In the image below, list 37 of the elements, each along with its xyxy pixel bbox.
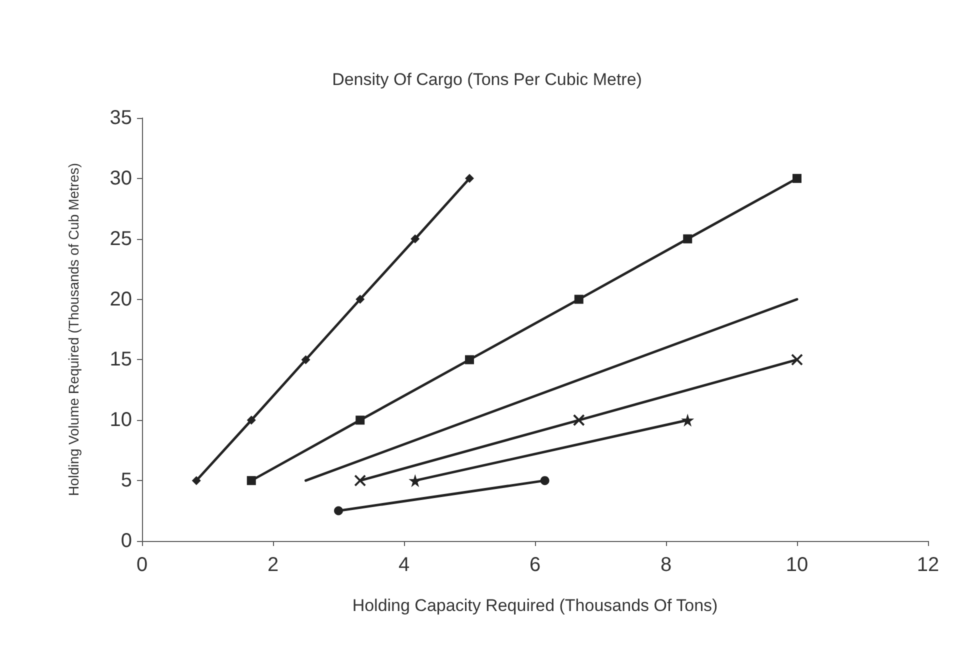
point [681, 414, 694, 427]
point [540, 476, 550, 486]
y-tick-label: 25 [110, 228, 132, 250]
x-tick-label: 8 [660, 554, 672, 576]
x-tick-label: 12 [916, 554, 940, 576]
x-tick-label: 10 [786, 554, 808, 576]
point [356, 416, 365, 425]
x-axis-title: Holding Capacity Required (Thousands Of Tons) [352, 596, 718, 615]
y-tick-label: 10 [110, 409, 132, 432]
chart-title: Density Of Cargo (Tons Per Cubic Metre) [332, 70, 642, 89]
y-tick-label: 30 [110, 167, 132, 190]
point [465, 355, 474, 364]
y-tick-label: 0 [120, 530, 132, 552]
point [246, 476, 256, 486]
point [354, 474, 366, 487]
point [334, 506, 343, 516]
x-tick-label: 2 [267, 554, 279, 576]
y-tick-label: 35 [110, 107, 132, 129]
point [683, 234, 692, 244]
point [465, 174, 474, 183]
point [192, 476, 201, 486]
x-tick-label: 0 [136, 554, 148, 576]
point [792, 174, 802, 183]
y-tick-label: 5 [120, 470, 132, 492]
point [246, 416, 256, 425]
point [408, 474, 422, 488]
point [410, 234, 420, 244]
y-tick-label: 20 [110, 288, 132, 310]
point [574, 294, 584, 304]
x-tick-label: 4 [398, 554, 410, 576]
point [301, 355, 310, 364]
point [791, 354, 803, 366]
x-tick-label: 6 [529, 554, 541, 576]
y-tick-label: 15 [110, 348, 132, 371]
point [356, 294, 365, 304]
y-axis-title: Holding Volume Required (Thousands of Cub Metres) [66, 162, 82, 496]
point [572, 414, 585, 426]
